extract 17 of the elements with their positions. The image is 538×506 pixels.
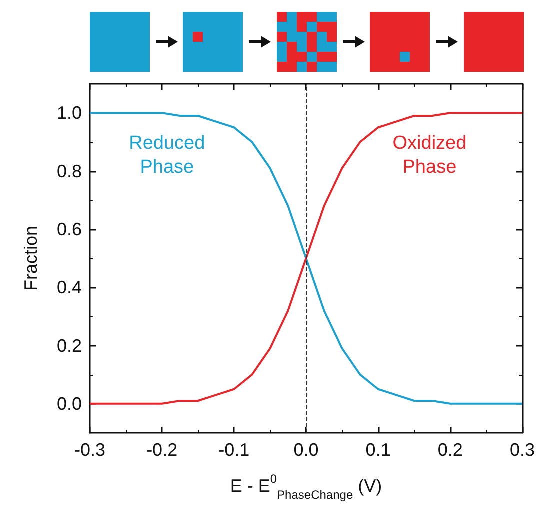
y-tick-label: 0.2 [56, 336, 82, 356]
x-tick-label: -0.3 [74, 440, 106, 460]
x-tick-label: -0.2 [146, 440, 178, 460]
x-tick-label: 0.1 [366, 440, 391, 460]
y-tick-label: 0.8 [56, 161, 82, 182]
x-tick-label: 0.0 [294, 440, 319, 460]
x-tick-label: -0.1 [218, 440, 250, 460]
y-tick-label: 0.6 [56, 219, 82, 240]
series-label: Reduced Phase [129, 133, 206, 178]
y-tick-label: 0.0 [56, 394, 82, 414]
x-tick-label: 0.3 [510, 440, 536, 460]
series-label: Oxidized Phase [392, 133, 467, 178]
y-tick-label: 1.0 [56, 103, 82, 124]
x-tick-label: 0.2 [438, 440, 463, 460]
y-tick-label: 0.4 [56, 278, 82, 298]
line-series [89, 112, 524, 405]
y-axis-title: Fraction [21, 226, 41, 292]
